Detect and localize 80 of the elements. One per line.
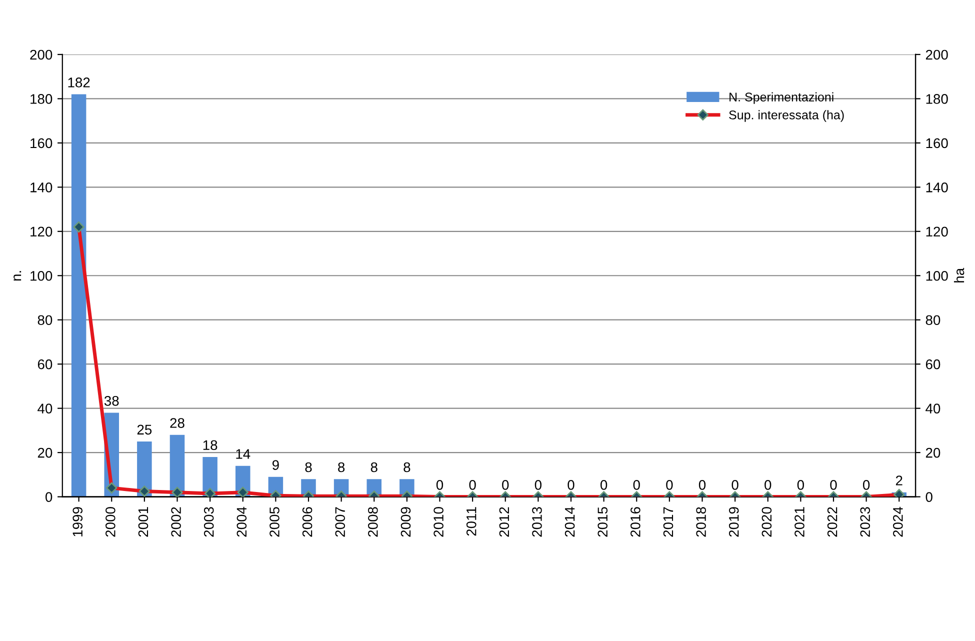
data-label: 0 — [732, 480, 738, 490]
y2-axis-title: ha — [954, 268, 964, 282]
x-tick-label: 2001 — [138, 507, 148, 537]
legend-label: N. Sperimentazioni — [730, 92, 834, 104]
y2-tick-label: 0 — [926, 492, 932, 502]
x-tick-label: 2002 — [171, 507, 181, 537]
x-tick-label: 2018 — [696, 507, 706, 537]
y-tick-label: 60 — [38, 359, 52, 370]
data-label: 18 — [203, 440, 218, 450]
data-label: 0 — [764, 480, 772, 490]
y-tick-label: 160 — [30, 138, 52, 148]
data-label: 2 — [896, 476, 902, 486]
y2-tick-label: 180 — [926, 94, 948, 104]
y2-tick-label: 160 — [926, 138, 948, 148]
data-label: 9 — [272, 460, 279, 470]
data-label: 28 — [170, 418, 184, 428]
data-label: 0 — [666, 480, 673, 490]
data-label: 25 — [137, 424, 152, 435]
x-tick-label: 2013 — [532, 507, 542, 537]
data-label: 38 — [104, 396, 119, 406]
data-label: 182 — [68, 78, 90, 88]
x-tick-label: 2014 — [564, 506, 575, 537]
y2-tick-label: 120 — [926, 226, 948, 237]
data-label: 14 — [236, 449, 250, 459]
y-axis-title: n. — [14, 271, 22, 280]
data-label: 8 — [338, 462, 345, 472]
data-label: 0 — [469, 480, 476, 490]
y-tick-label: 180 — [30, 94, 52, 104]
y-tick-label: 100 — [30, 270, 52, 281]
data-label: 8 — [370, 462, 378, 472]
data-label: 0 — [830, 480, 837, 490]
x-tick-label: 2009 — [400, 507, 411, 537]
x-tick-label: 2016 — [630, 507, 640, 537]
y-tick-label: 120 — [30, 226, 52, 237]
x-tick-label: 2006 — [302, 507, 312, 537]
data-label: 0 — [568, 480, 574, 490]
y-tick-label: 80 — [38, 315, 52, 326]
data-label: 0 — [797, 480, 804, 490]
y2-tick-label: 140 — [926, 182, 948, 192]
x-tick-label: 2022 — [827, 507, 838, 537]
y-tick-label: 140 — [30, 182, 52, 192]
x-tick-label: 2008 — [368, 507, 378, 537]
y2-tick-label: 100 — [926, 270, 948, 281]
x-tick-label: 2005 — [270, 507, 280, 537]
x-tick-label: 2004 — [236, 506, 247, 537]
data-label: 8 — [305, 462, 312, 472]
x-tick-label: 2015 — [598, 507, 608, 537]
y-tick-label: 40 — [38, 404, 52, 414]
x-tick-label: 2021 — [794, 507, 804, 537]
data-label: 0 — [600, 480, 608, 490]
x-tick-label: 2000 — [106, 507, 116, 537]
y2-tick-label: 20 — [926, 448, 940, 458]
data-label: 0 — [862, 480, 870, 490]
y2-tick-label: 60 — [926, 359, 940, 370]
data-label: 8 — [404, 462, 410, 472]
x-tick-label: 2010 — [434, 507, 444, 537]
data-label: 0 — [698, 480, 706, 490]
x-tick-label: 2011 — [466, 507, 476, 536]
x-tick-label: 2003 — [204, 507, 214, 537]
x-tick-label: 2007 — [335, 507, 346, 537]
x-tick-label: 2012 — [499, 507, 510, 537]
data-label: 0 — [534, 480, 542, 490]
x-tick-label: 2019 — [728, 507, 739, 537]
y-tick-label: 20 — [38, 448, 52, 458]
x-tick-label: 1999 — [72, 507, 83, 536]
x-tick-label: 2023 — [860, 507, 870, 537]
y2-tick-label: 200 — [926, 50, 948, 60]
legend-label: Sup. interessata (ha) — [729, 110, 844, 122]
y-tick-label: 0 — [45, 492, 52, 502]
bar — [170, 434, 185, 497]
y-tick-label: 200 — [30, 50, 52, 60]
x-tick-label: 2024 — [893, 506, 903, 537]
x-tick-label: 2020 — [762, 507, 772, 537]
data-label: 0 — [633, 480, 640, 490]
data-label: 0 — [502, 480, 509, 490]
data-label: 0 — [436, 480, 444, 490]
bar — [71, 94, 86, 497]
y2-tick-label: 80 — [926, 315, 940, 326]
y2-tick-label: 40 — [926, 404, 940, 414]
x-tick-label: 2017 — [663, 507, 674, 537]
